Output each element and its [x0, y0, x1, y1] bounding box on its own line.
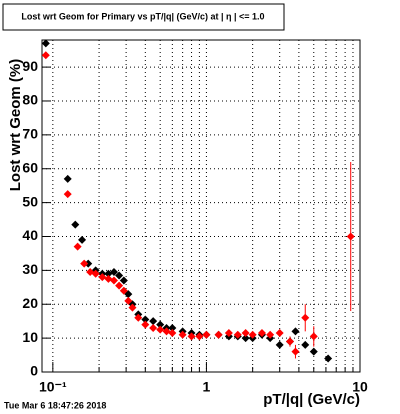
- point: [178, 330, 187, 339]
- point: [63, 174, 72, 183]
- point: [149, 323, 158, 332]
- plot-frame: [41, 39, 361, 373]
- y-tick-label: 0: [30, 363, 38, 379]
- y-tick-label: 30: [22, 261, 38, 277]
- point: [115, 281, 124, 290]
- point: [195, 332, 204, 341]
- point: [291, 347, 300, 356]
- y-tick-label: 20: [22, 295, 38, 311]
- point: [98, 273, 107, 282]
- point: [214, 330, 223, 339]
- point: [324, 354, 333, 363]
- point: [257, 329, 266, 338]
- y-tick-label: 90: [22, 58, 38, 74]
- point: [187, 332, 196, 341]
- point: [63, 190, 72, 199]
- point: [80, 259, 89, 268]
- title-box: [2, 3, 285, 31]
- point: [84, 259, 93, 268]
- point: [241, 334, 250, 343]
- point: [168, 329, 177, 338]
- chart-title: Lost wrt Geom for Primary vs pT/|q| (GeV…: [21, 11, 264, 21]
- point: [202, 330, 211, 339]
- point: [241, 329, 250, 338]
- point: [124, 296, 133, 305]
- point: [156, 320, 165, 329]
- point: [248, 330, 257, 339]
- point: [309, 332, 318, 341]
- x-tick-label: 10: [352, 379, 368, 395]
- point: [115, 271, 124, 280]
- point: [141, 315, 150, 324]
- point: [266, 330, 275, 339]
- point: [141, 320, 150, 329]
- y-tick-label: 50: [22, 193, 38, 209]
- point: [73, 242, 82, 251]
- point: [275, 340, 284, 349]
- point: [275, 329, 284, 338]
- point: [162, 327, 171, 336]
- point: [71, 220, 80, 229]
- point: [109, 268, 118, 277]
- point: [285, 337, 294, 346]
- point: [149, 317, 158, 326]
- point: [156, 325, 165, 334]
- x-tick-label: 1: [203, 379, 211, 395]
- point: [224, 329, 233, 338]
- y-axis-label: Lost wrt Geom (%): [7, 59, 24, 192]
- point: [41, 39, 50, 48]
- point: [109, 276, 118, 285]
- y-tick-label: 80: [22, 92, 38, 108]
- point: [119, 276, 128, 285]
- x-axis-label: pT/|q| (GeV/c): [263, 391, 360, 408]
- point: [301, 313, 310, 322]
- point: [128, 303, 137, 312]
- point: [346, 232, 355, 241]
- point: [78, 235, 87, 244]
- point: [91, 269, 100, 278]
- point: [233, 330, 242, 339]
- point: [119, 286, 128, 295]
- y-tick-label: 60: [22, 159, 38, 175]
- point: [291, 327, 300, 336]
- point: [309, 347, 318, 356]
- point: [168, 323, 177, 332]
- y-tick-label: 10: [22, 329, 38, 345]
- y-tick-label: 70: [22, 126, 38, 142]
- point: [41, 51, 50, 60]
- point: [301, 340, 310, 349]
- timestamp: Tue Mar 6 18:47:26 2018: [4, 400, 106, 410]
- y-tick-label: 40: [22, 227, 38, 243]
- point: [134, 313, 143, 322]
- x-tick-label: 10⁻¹: [39, 379, 67, 395]
